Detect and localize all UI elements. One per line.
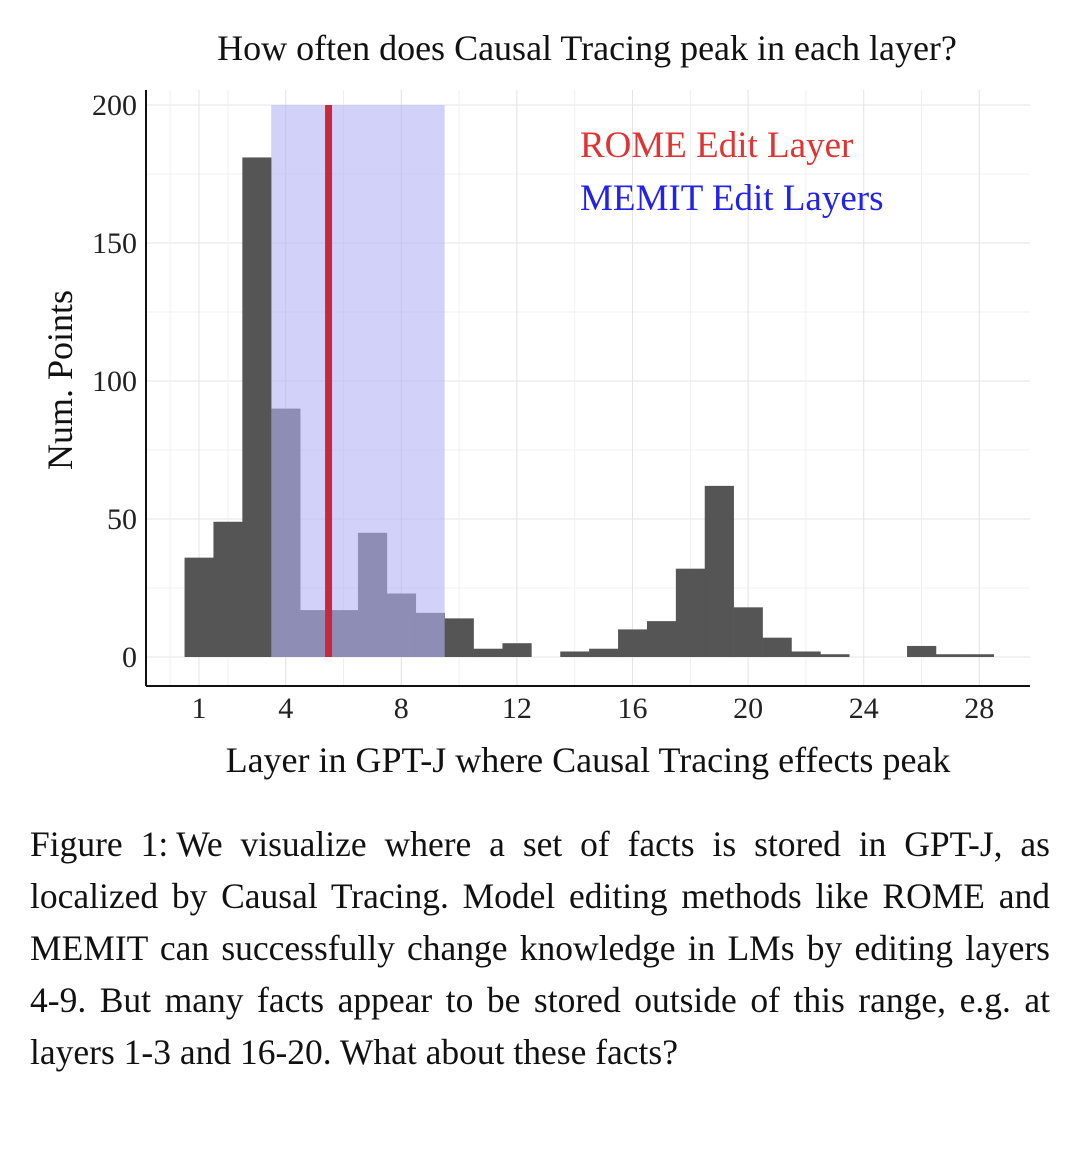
y-tick-label: 150	[92, 227, 137, 260]
figure-caption: Figure 1: We visualize where a set of fac…	[30, 818, 1050, 1078]
y-tick-label: 0	[122, 641, 137, 674]
x-tick-label: 8	[394, 692, 409, 725]
histogram-bar	[589, 648, 619, 657]
x-tick-label: 4	[278, 692, 293, 725]
legend-memit: MEMIT Edit Layers	[580, 178, 883, 219]
y-tick-label: 200	[92, 89, 137, 122]
x-tick-label: 1	[192, 692, 207, 725]
histogram-bar	[733, 607, 763, 657]
y-tick-label: 100	[92, 365, 137, 398]
histogram-bar	[935, 654, 966, 657]
y-tick-label: 50	[107, 503, 137, 536]
histogram-bar	[242, 157, 272, 657]
histogram-bar	[618, 629, 648, 657]
histogram-bar	[473, 648, 503, 657]
x-tick-label: 16	[618, 692, 648, 725]
histogram-bar	[964, 654, 995, 657]
histogram-bar	[646, 621, 677, 657]
x-tick-label: 28	[964, 692, 994, 725]
axes	[145, 90, 1030, 687]
histogram-bar	[791, 651, 821, 657]
histogram-bar	[213, 521, 243, 657]
x-tick-label: 20	[733, 692, 763, 725]
histogram-bar	[502, 643, 532, 657]
histogram-bar	[907, 645, 937, 657]
x-axis-label: Layer in GPT-J where Causal Tracing effe…	[226, 740, 951, 780]
legend-rome: ROME Edit Layer	[580, 125, 853, 166]
histogram-bar	[762, 637, 792, 657]
y-axis-label: Num. Points	[40, 290, 80, 470]
histogram-bar	[820, 654, 850, 657]
histogram-bar	[704, 485, 734, 657]
histogram-chart: 0 50 100 150 200 1 4 8 12 16 20 24 28 How often does…	[40, 28, 1030, 780]
caption-label: Figure 1:	[30, 824, 169, 864]
figure: 0 50 100 150 200 1 4 8 12 16 20 24 28 How often does…	[40, 28, 1030, 780]
memit-band	[271, 105, 445, 657]
x-tick-label: 24	[849, 692, 879, 725]
histogram-bar	[184, 557, 214, 657]
x-tick-label: 12	[502, 692, 532, 725]
chart-title: How often does Causal Tracing peak in ea…	[217, 28, 957, 68]
histogram-bar	[560, 651, 590, 657]
tick-labels: 0 50 100 150 200 1 4 8 12 16 20 24 28	[92, 89, 994, 725]
histogram-bar	[444, 618, 474, 657]
histogram-bar	[675, 568, 706, 657]
caption-text: We visualize where a set of facts is sto…	[30, 824, 1050, 1072]
memit-band-rect	[271, 105, 445, 657]
